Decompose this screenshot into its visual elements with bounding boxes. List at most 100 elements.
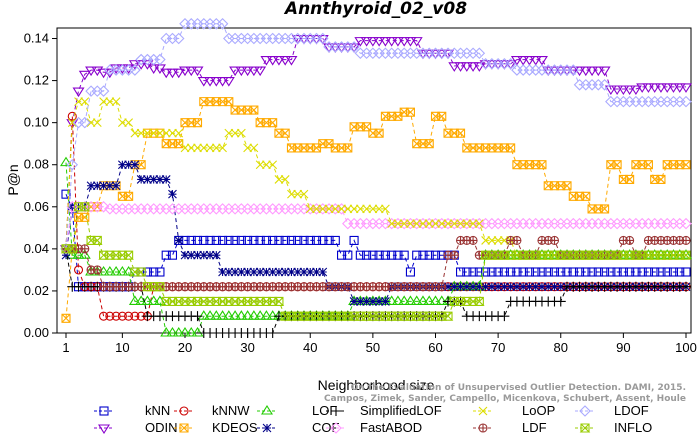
- data-point-loop: [211, 143, 221, 153]
- data-point-knn: [311, 235, 322, 245]
- data-point-simplifiedlof: [499, 311, 510, 322]
- data-point-loop: [381, 204, 390, 214]
- data-point-odin: [667, 83, 680, 93]
- data-point-cof: [243, 267, 253, 277]
- data-point-loop: [117, 118, 127, 128]
- data-point-ldf: [92, 265, 102, 275]
- legend-item-ldf: LDF: [473, 420, 547, 434]
- chart-title: Annthyroid_02_v08: [283, 0, 467, 19]
- data-point-ldf: [512, 235, 522, 245]
- data-point-lof: [147, 295, 160, 305]
- data-point-cof: [111, 181, 121, 191]
- data-point-odin: [279, 56, 292, 66]
- data-point-knnw: [99, 311, 109, 321]
- data-point-loop: [105, 97, 115, 107]
- data-point-odin: [604, 85, 617, 96]
- data-point-fastabod: [97, 201, 110, 213]
- data-point-kdeos: [656, 174, 666, 184]
- plot-frame: [56, 27, 692, 334]
- data-point-loop: [174, 128, 184, 138]
- data-point-ldof: [172, 32, 185, 45]
- data-point-loop: [130, 128, 140, 138]
- legend-label-cof: COF: [312, 420, 340, 434]
- y-tick-label: 0.02: [24, 283, 49, 298]
- series-ldf: [61, 235, 691, 292]
- data-point-knn: [512, 267, 522, 277]
- data-point-odin: [391, 37, 404, 47]
- legend-label-inflo: INFLO: [614, 420, 652, 434]
- data-point-loop: [149, 128, 159, 138]
- data-point-loop: [287, 189, 296, 199]
- data-point-odin: [85, 66, 98, 77]
- x-tick-label: 1: [62, 340, 69, 355]
- data-point-cof: [268, 267, 278, 277]
- data-point-odin: [517, 56, 530, 66]
- data-point-odin: [661, 83, 674, 93]
- data-point-odin: [191, 66, 204, 77]
- data-point-loop: [406, 219, 415, 229]
- data-point-loop: [92, 118, 102, 128]
- data-point-lof: [210, 310, 223, 320]
- data-point-knn: [506, 267, 516, 277]
- data-point-odin: [579, 66, 592, 77]
- data-point-odin: [398, 37, 411, 47]
- data-point-cof: [249, 267, 259, 277]
- data-point-cof: [293, 267, 303, 277]
- data-point-lof: [60, 156, 72, 167]
- data-point-kdeos: [374, 128, 384, 138]
- data-point-lof: [260, 310, 273, 320]
- data-point-odin: [260, 56, 273, 66]
- data-point-knn: [487, 267, 497, 277]
- data-point-odin: [592, 66, 605, 77]
- legend-marker-knnw: [179, 406, 189, 416]
- data-point-lof: [110, 265, 123, 276]
- data-point-lof: [229, 310, 242, 320]
- data-point-cof: [287, 267, 296, 277]
- data-point-odin: [586, 66, 599, 77]
- data-point-loop: [474, 219, 484, 229]
- legend-item-loop: LoOP: [473, 403, 555, 418]
- legend-label-ldf: LDF: [522, 420, 547, 434]
- data-point-cof: [155, 175, 165, 184]
- x-tick-label: 40: [303, 340, 317, 355]
- series-line-fastabod: [65, 206, 686, 249]
- data-point-knn: [286, 235, 297, 245]
- legend-item-cof: COF: [257, 420, 340, 434]
- data-point-cof: [236, 267, 246, 277]
- data-point-knn: [631, 267, 641, 277]
- x-tick-label: 20: [178, 340, 192, 355]
- data-point-kdeos: [136, 160, 146, 170]
- data-point-cof: [543, 282, 553, 292]
- data-point-odin: [636, 83, 649, 93]
- data-point-loop: [186, 143, 196, 153]
- data-point-knn: [581, 267, 591, 277]
- y-tick-label: 0.14: [24, 31, 49, 46]
- data-point-cof: [493, 282, 503, 292]
- data-point-odin: [235, 66, 248, 77]
- data-point-ldf: [80, 244, 90, 254]
- data-point-lof: [222, 310, 235, 320]
- data-point-simplifiedlof: [555, 296, 566, 307]
- legend-label-lof: LOF: [312, 403, 337, 418]
- data-point-cof: [468, 282, 478, 292]
- data-point-loop: [362, 204, 371, 214]
- data-point-odin: [247, 66, 260, 77]
- data-point-knn: [549, 267, 560, 277]
- data-point-ldof: [598, 79, 611, 91]
- data-point-knn: [374, 250, 384, 260]
- y-tick-label: 0.04: [24, 241, 49, 256]
- credit-line-1: On the Evaluation of Unsupervised Outlie…: [351, 383, 686, 393]
- data-point-cof: [211, 250, 221, 260]
- data-point-kdeos: [280, 128, 290, 138]
- data-point-odin: [410, 37, 423, 47]
- legend-marker-fastabod: [330, 422, 342, 434]
- data-point-knn: [224, 235, 234, 245]
- legend-label-kdeos: KDEOS: [212, 420, 258, 434]
- data-point-loop: [299, 189, 309, 199]
- data-point-kdeos: [625, 174, 635, 184]
- data-point-knn: [399, 250, 409, 260]
- x-axis-label: Neighborhood size: [318, 377, 435, 393]
- data-point-cof: [193, 250, 202, 260]
- data-point-odin: [160, 68, 173, 79]
- data-point-knn: [324, 235, 334, 245]
